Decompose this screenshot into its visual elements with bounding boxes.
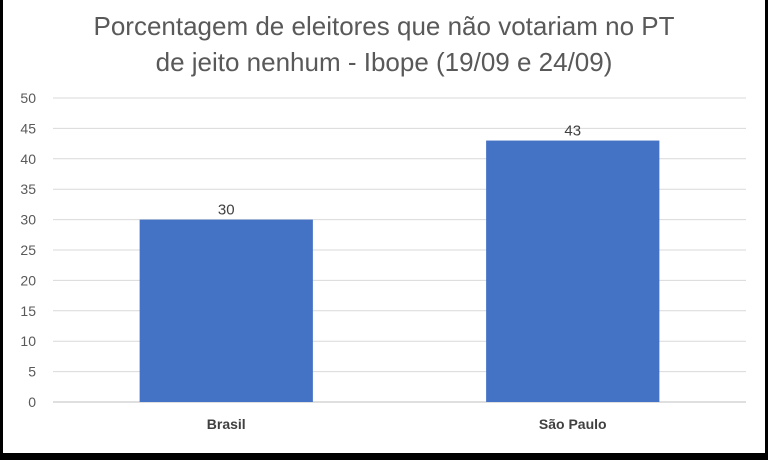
data-label: 30: [218, 202, 235, 219]
chart-title-line-2: de jeito nenhum - Ibope (19/09 e 24/09): [155, 47, 613, 77]
x-category-label: Brasil: [207, 416, 246, 432]
y-tick-label: 0: [28, 394, 36, 410]
y-tick-label: 50: [20, 90, 36, 106]
y-tick-label: 35: [20, 181, 36, 197]
y-tick-label: 25: [20, 242, 36, 258]
plot-area: 0 5 10 15 20 25 30 35 40 45 50 30 43 Brasil São Paul…: [20, 90, 746, 432]
x-axis-categories: Brasil São Paulo: [207, 416, 607, 432]
chart-title-line-1: Porcentagem de eleitores que não votaria…: [93, 11, 675, 41]
bar-s-o-paulo: [486, 140, 660, 402]
y-tick-label: 15: [20, 303, 36, 319]
y-tick-label: 40: [20, 151, 36, 167]
y-tick-label: 10: [20, 333, 36, 349]
y-tick-label: 5: [28, 364, 36, 380]
data-labels: 30 43: [218, 123, 581, 219]
y-tick-label: 45: [20, 120, 36, 136]
chart-title: Porcentagem de eleitores que não votaria…: [3, 8, 765, 80]
data-label: 43: [564, 123, 581, 140]
y-axis-ticks: 0 5 10 15 20 25 30 35 40 45 50: [20, 90, 36, 410]
bars: [139, 140, 660, 402]
x-category-label: São Paulo: [539, 416, 607, 432]
chart-frame: Porcentagem de eleitores que não votaria…: [3, 0, 765, 453]
y-tick-label: 20: [20, 272, 36, 288]
bar-brasil: [139, 219, 313, 402]
y-tick-label: 30: [20, 212, 36, 228]
